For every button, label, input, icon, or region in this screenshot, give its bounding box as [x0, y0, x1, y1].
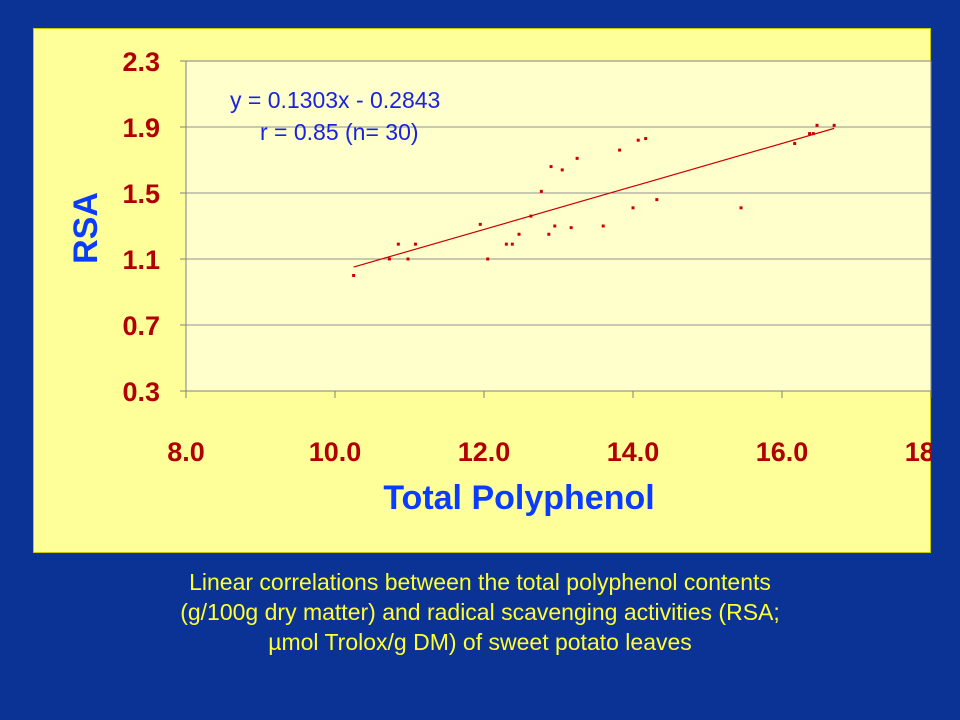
data-point-12 — [547, 232, 551, 236]
data-point-3 — [406, 257, 410, 261]
data-point-19 — [618, 148, 622, 152]
x-tick-label-5: 18.0 — [905, 437, 932, 467]
data-point-7 — [504, 242, 508, 246]
data-point-24 — [739, 206, 743, 210]
caption-line-3: µmol Trolox/g DM) of sweet potato leaves — [268, 629, 692, 655]
figure-caption: Linear correlations between the total po… — [20, 567, 940, 657]
data-point-27 — [811, 132, 815, 136]
trendline — [353, 127, 835, 268]
caption-line-2: (g/100g dry matter) and radical scavengi… — [180, 599, 780, 625]
x-tick-label-2: 12.0 — [458, 437, 511, 467]
data-point-22 — [644, 137, 648, 141]
data-point-20 — [631, 206, 635, 210]
data-point-6 — [486, 257, 490, 261]
data-point-0 — [352, 274, 356, 277]
data-point-16 — [569, 226, 573, 230]
data-point-4 — [413, 242, 417, 246]
caption-line-1: Linear correlations between the total po… — [189, 569, 771, 595]
data-point-26 — [808, 132, 812, 136]
plot-area — [185, 60, 932, 392]
data-point-11 — [539, 189, 543, 193]
data-point-5 — [478, 222, 482, 226]
x-tick-labels: 8.0 10.0 12.0 14.0 16.0 18.0 — [167, 437, 932, 467]
x-axis-title: Total Polyphenol — [383, 479, 654, 517]
chart-panel: 8.0 10.0 12.0 14.0 16.0 18.0 2.3 1.9 1.5 1.1 0.7 0… — [33, 28, 932, 553]
data-point-29 — [832, 123, 836, 127]
data-point-1 — [387, 257, 391, 261]
y-tick-labels: 2.3 1.9 1.5 1.1 0.7 0.3 — [122, 47, 160, 407]
data-point-28 — [815, 123, 819, 127]
equation-annotation: y = 0.1303x - 0.2843 — [230, 87, 440, 113]
data-point-14 — [553, 224, 557, 228]
axes — [180, 60, 932, 398]
data-point-8 — [510, 242, 514, 246]
data-point-18 — [601, 224, 605, 228]
y-tick-label-2: 1.5 — [122, 179, 160, 209]
x-tick-label-3: 14.0 — [607, 437, 660, 467]
x-tick-label-4: 16.0 — [756, 437, 809, 467]
y-tick-label-4: 0.7 — [122, 311, 160, 341]
y-tick-label-0: 2.3 — [122, 47, 160, 77]
data-point-23 — [655, 198, 659, 202]
x-tick-label-0: 8.0 — [167, 437, 205, 467]
trendline-group — [353, 127, 835, 268]
y-tick-label-5: 0.3 — [122, 377, 160, 407]
gridlines — [186, 126, 931, 326]
data-point-13 — [549, 165, 553, 169]
data-point-21 — [636, 138, 640, 142]
x-tick-label-1: 10.0 — [309, 437, 362, 467]
data-point-15 — [560, 168, 564, 172]
data-point-9 — [517, 232, 521, 236]
data-points — [352, 123, 836, 277]
y-axis-title: RSA — [67, 192, 105, 264]
correlation-annotation: r = 0.85 (n= 30) — [260, 119, 419, 145]
scatter-chart: 8.0 10.0 12.0 14.0 16.0 18.0 2.3 1.9 1.5 1.1 0.7 0… — [67, 47, 932, 517]
data-point-25 — [793, 142, 797, 145]
y-tick-label-3: 1.1 — [122, 245, 160, 275]
data-point-10 — [529, 214, 533, 218]
data-point-17 — [575, 156, 579, 160]
y-tick-label-1: 1.9 — [122, 113, 160, 143]
data-point-2 — [396, 242, 400, 246]
